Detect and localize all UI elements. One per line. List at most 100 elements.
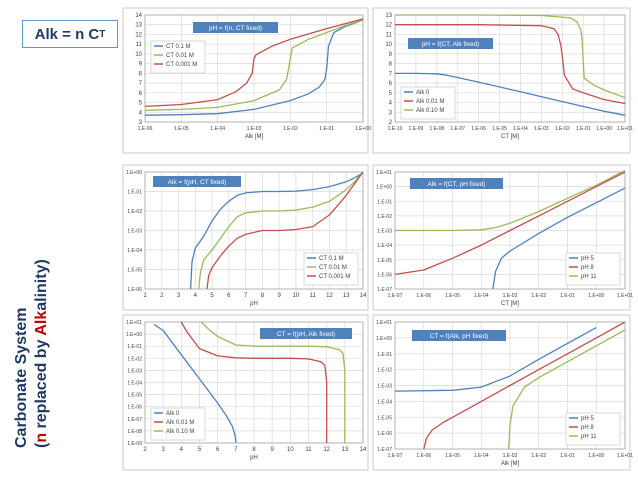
y-tick-label: 1.E-03 (377, 229, 392, 235)
x-tick-label: 2 (160, 293, 164, 299)
x-tick-label: 1.E+00 (588, 453, 604, 459)
x-axis-label: Alk [M] (245, 134, 264, 140)
y-tick-label: 1.E-01 (127, 190, 142, 196)
equation-text: Alk = n C (34, 25, 100, 43)
series-line-2 (198, 171, 364, 290)
y-tick-label: 1.E-09 (127, 441, 142, 447)
y-tick-label: 1.E+00 (376, 185, 392, 191)
y-tick-label: 1.E-04 (127, 381, 142, 387)
x-tick-label: 6 (216, 447, 220, 453)
legend-entry: pH 11 (581, 434, 597, 440)
x-axis-label: Alk [M] (501, 461, 520, 467)
y-tick-label: 1.E-03 (377, 384, 392, 390)
y-tick-label: 1.E-06 (127, 287, 142, 293)
x-tick-label: 1.E-01 (560, 293, 575, 299)
y-tick-label: 1.E+01 (376, 170, 392, 176)
x-tick-label: 7 (234, 447, 238, 453)
chart-title: Alk = f(CT, pH fixed) (428, 181, 486, 188)
x-axis-label: pH (250, 455, 258, 461)
y-tick-label: 6 (389, 81, 393, 87)
y-tick-label: 10 (135, 52, 142, 58)
chart-title: pH = f(CT, Alk fixed) (422, 41, 480, 48)
x-tick-label: 1.E-02 (555, 126, 570, 132)
y-tick-label: 12 (385, 23, 392, 29)
y-tick-label: 11 (386, 32, 393, 38)
y-tick-label: 1.E-03 (127, 368, 142, 374)
x-tick-label: 1.E-03 (503, 453, 518, 459)
y-tick-label: 4 (389, 101, 393, 107)
y-tick-label: 1.E-02 (127, 209, 142, 215)
x-tick-label: 1.E-07 (450, 126, 465, 132)
x-tick-label: 4 (194, 293, 198, 299)
y-tick-label: 1.E+01 (376, 320, 392, 326)
series-line-3 (395, 14, 626, 99)
series-line-3 (507, 329, 626, 450)
legend-entry: pH 8 (581, 265, 594, 271)
x-tick-label: 14 (360, 447, 367, 453)
y-tick-label: 9 (139, 62, 143, 68)
x-tick-label: 3 (161, 447, 165, 453)
chart-title-box (193, 22, 278, 33)
x-tick-label: 1.E-03 (534, 126, 549, 132)
series-line-1 (492, 187, 626, 290)
legend-entry: CT 0.001 M (166, 62, 197, 68)
x-tick-label: 1.E-02 (531, 453, 546, 459)
x-tick-label: 1.E-03 (247, 126, 262, 132)
x-tick-label: 7 (244, 293, 248, 299)
legend-entry: CT 0.1 M (166, 44, 191, 50)
y-tick-label: 1.E+00 (126, 170, 142, 176)
y-tick-label: 1.E-04 (127, 248, 142, 254)
x-tick-label: 1.E-03 (503, 293, 518, 299)
x-tick-label: 1.E-04 (513, 126, 528, 132)
x-tick-label: 13 (343, 293, 350, 299)
series-line-2 (394, 171, 626, 276)
x-tick-label: 10 (293, 293, 300, 299)
x-tick-label: 1.E-06 (416, 453, 431, 459)
series-line-3 (200, 321, 346, 443)
x-tick-label: 1.E-07 (388, 453, 403, 459)
x-tick-label: 1.E-05 (445, 453, 460, 459)
plot-area (144, 14, 364, 123)
legend-entry: Alk 0.01 M (416, 99, 444, 105)
y-tick-label: 1.E-06 (127, 405, 142, 411)
x-tick-label: 1.E-05 (174, 126, 189, 132)
y-tick-label: 1.E-06 (377, 272, 392, 278)
y-tick-label: 2 (389, 120, 393, 126)
x-tick-label: 1.E-06 (471, 126, 486, 132)
x-tick-label: 1.E-09 (409, 126, 424, 132)
y-tick-label: 1.E+01 (126, 320, 142, 326)
x-tick-label: 1.E-04 (474, 293, 489, 299)
x-tick-label: 1.E-04 (474, 453, 489, 459)
chart-title-box (412, 330, 506, 341)
x-tick-label: 1.E+01 (617, 453, 633, 459)
y-tick-label: 3 (389, 110, 393, 116)
x-tick-label: 1.E-05 (492, 126, 507, 132)
y-tick-label: 6 (139, 91, 143, 97)
chart-panel-4: 1.E-07 1.E-06 1.E-05 1.E-04 1.E-03 1.E-02 1.E-… (372, 164, 633, 311)
x-tick-label: 6 (227, 293, 231, 299)
y-tick-label: 3 (139, 120, 143, 126)
x-tick-label: 2 (143, 447, 147, 453)
chart-panel-1: 3 4 5 6 7 8 9 10 11 12 13 14 1.E-06 1.E-05 1.E-04 1.E-0… (122, 7, 371, 154)
chart-title-box (260, 328, 352, 339)
chart-panel-5: 1.E-09 1.E-08 1.E-07 1.E-06 1.E-05 1.E-04 1.E-… (122, 314, 369, 471)
chart-title-box (153, 176, 241, 187)
y-tick-label: 12 (135, 32, 142, 38)
x-axis-label: pH (250, 301, 258, 307)
y-tick-label: 1.E-05 (377, 258, 392, 264)
x-tick-label: 4 (180, 447, 184, 453)
x-tick-label: 1.E+01 (617, 293, 633, 299)
legend-entry: Alk 0.01 M (166, 420, 194, 426)
y-tick-label: 9 (389, 52, 393, 58)
x-tick-label: 1.E-07 (388, 293, 403, 299)
x-tick-label: 12 (323, 447, 330, 453)
series-line-1 (144, 19, 364, 116)
legend-entry: CT 0.001 M (319, 274, 350, 280)
plot-area (144, 171, 364, 290)
chart-title-box (410, 178, 503, 189)
series-line-2 (395, 24, 626, 105)
x-tick-label: 1.E-05 (445, 293, 460, 299)
x-tick-label: 8 (261, 293, 265, 299)
legend-entry: Alk 0 (416, 90, 430, 96)
